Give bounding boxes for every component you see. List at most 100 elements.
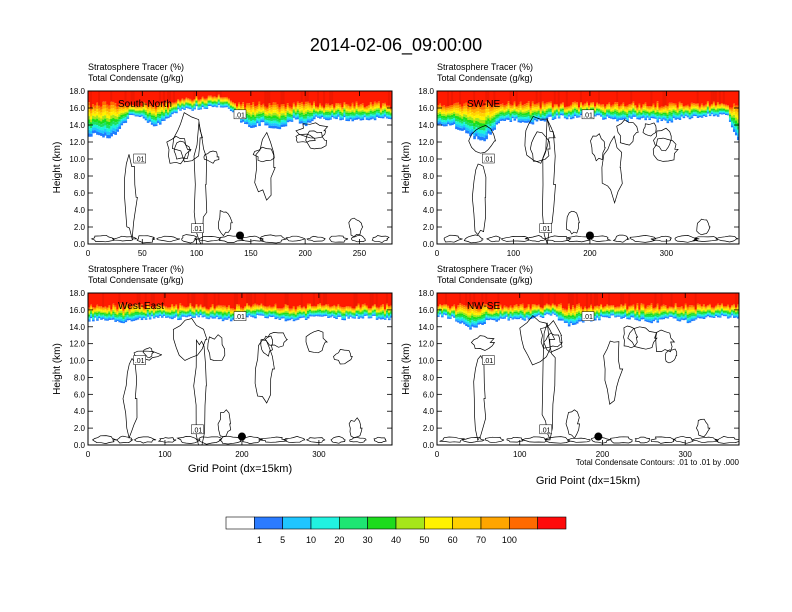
- tracer-cell: [357, 111, 361, 113]
- tracer-cell: [207, 316, 211, 318]
- tracer-cell: [98, 111, 101, 115]
- tracer-cell: [545, 105, 549, 108]
- tracer-cell: [294, 107, 298, 109]
- tracer-cell: [201, 98, 205, 100]
- tracer-cell: [290, 116, 294, 118]
- tracer-cell: [660, 91, 664, 107]
- tracer-cell: [652, 112, 656, 114]
- tracer-cell: [327, 316, 330, 318]
- tracer-cell: [662, 107, 666, 110]
- tracer-cell: [515, 110, 519, 113]
- tracer-cell: [165, 308, 168, 311]
- tracer-streak: [312, 293, 315, 306]
- tracer-cell: [656, 101, 660, 104]
- tracer-cell: [148, 308, 152, 310]
- tracer-cell: [596, 105, 599, 107]
- tracer-cell: [485, 105, 488, 110]
- tracer-cell: [632, 103, 635, 105]
- panel-subtitle-tracer: Stratosphere Tracer (%): [88, 264, 184, 274]
- condensate-contour: [348, 217, 364, 238]
- tracer-cell: [191, 102, 194, 104]
- tracer-cell: [310, 116, 314, 118]
- tracer-cell: [670, 110, 674, 113]
- tracer-cell: [327, 91, 330, 104]
- tracer-cell: [302, 312, 306, 314]
- tracer-cell: [272, 309, 276, 311]
- tracer-cell: [345, 107, 349, 110]
- tracer-cell: [246, 303, 249, 305]
- tracer-cell: [321, 105, 324, 108]
- tracer-cell: [736, 105, 739, 109]
- tracer-cell: [327, 306, 330, 308]
- tracer-cell: [594, 113, 597, 115]
- tracer-cell: [108, 312, 111, 314]
- tracer-cell: [298, 313, 302, 315]
- tracer-cell: [300, 116, 304, 120]
- tracer-cell: [539, 107, 543, 110]
- tracer-cell: [274, 303, 278, 306]
- tracer-cell: [304, 314, 308, 316]
- tracer-cell: [144, 110, 148, 112]
- tracer-cell: [304, 293, 308, 309]
- tracer-cell: [437, 114, 440, 117]
- tracer-cell: [489, 114, 492, 118]
- tracer-cell: [718, 106, 722, 109]
- tracer-cell: [298, 307, 302, 310]
- tracer-cell: [501, 110, 505, 113]
- tracer-cell: [317, 306, 320, 308]
- tracer-cell: [387, 114, 391, 117]
- tracer-cell: [181, 306, 184, 308]
- tracer-cell: [525, 116, 529, 119]
- tracer-cell: [229, 101, 233, 103]
- tracer-cell: [268, 311, 271, 313]
- tracer-cell: [557, 107, 561, 109]
- tracer-cell: [333, 307, 336, 309]
- tracer-cell: [300, 316, 304, 318]
- tracer-cell: [726, 112, 730, 114]
- tracer-cell: [594, 110, 597, 112]
- tracer-cell: [331, 108, 334, 110]
- tracer-cell: [284, 111, 288, 114]
- tracer-cell: [521, 120, 525, 122]
- tracer-cell: [521, 105, 525, 107]
- tracer-cell: [266, 114, 269, 117]
- tracer-cell: [680, 111, 684, 113]
- tracer-cell: [219, 99, 223, 101]
- tracer-cell: [286, 308, 290, 310]
- tracer-cell: [126, 315, 130, 317]
- tracer-cell: [579, 104, 583, 106]
- tracer-cell: [284, 113, 288, 115]
- tracer-cell: [708, 109, 712, 112]
- tracer-cell: [118, 305, 122, 308]
- tracer-cell: [112, 314, 115, 317]
- tracer-cell: [248, 107, 251, 111]
- tracer-cell: [583, 106, 587, 108]
- tracer-cell: [306, 103, 310, 106]
- tracer-cell: [465, 130, 468, 134]
- tracer-cell: [569, 107, 573, 110]
- tracer-cell: [489, 117, 492, 121]
- tracer-cell: [207, 98, 211, 100]
- tracer-cell: [325, 110, 328, 112]
- tracer-cell: [499, 119, 503, 121]
- tracer-cell: [183, 103, 186, 105]
- tracer-cell: [185, 97, 188, 99]
- tracer-cell: [165, 113, 168, 116]
- tracer-cell: [501, 91, 505, 104]
- tracer-cell: [672, 91, 676, 104]
- tracer-cell: [359, 115, 363, 118]
- tracer-cell: [274, 91, 278, 103]
- tracer-cell: [284, 109, 288, 112]
- tracer-streak: [152, 293, 155, 309]
- condensate-contour: [305, 130, 327, 150]
- tracer-cell: [292, 312, 296, 314]
- tracer-cell: [331, 115, 334, 118]
- tracer-cell: [345, 311, 349, 313]
- tracer-cell: [610, 114, 613, 117]
- tracer-cell: [451, 115, 454, 118]
- tracer-cell: [511, 114, 515, 116]
- tracer-cell: [215, 307, 219, 309]
- tracer-cell: [256, 305, 259, 307]
- tracer-cell: [116, 111, 119, 115]
- tracer-cell: [260, 120, 263, 123]
